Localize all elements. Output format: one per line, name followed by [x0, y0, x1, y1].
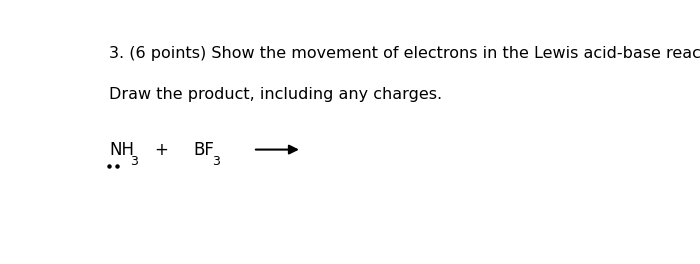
Text: 3: 3 — [130, 155, 138, 168]
Text: 3: 3 — [212, 155, 220, 168]
Text: +: + — [154, 141, 168, 159]
Text: BF: BF — [193, 141, 214, 159]
Text: 3. (6 points) Show the movement of electrons in the Lewis acid-base reaction bel: 3. (6 points) Show the movement of elect… — [109, 46, 700, 61]
Text: Draw the product, including any charges.: Draw the product, including any charges. — [109, 87, 442, 102]
Text: NH: NH — [109, 141, 134, 159]
